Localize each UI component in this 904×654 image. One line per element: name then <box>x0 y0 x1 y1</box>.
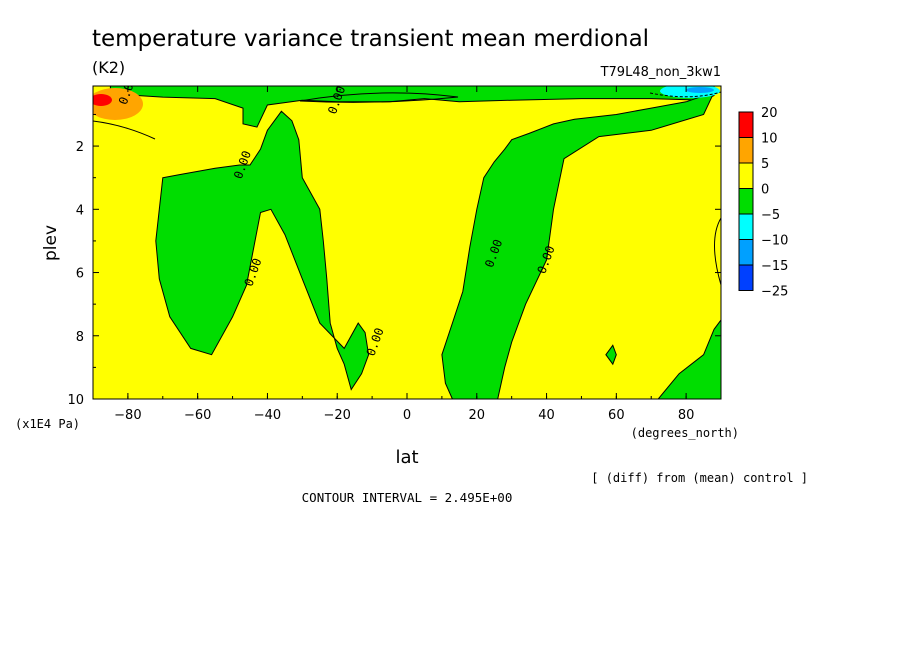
left-contour-lines <box>93 120 156 140</box>
upper-band-oval <box>299 92 459 103</box>
right-edge-contour <box>714 217 721 286</box>
units-label: (K2) <box>92 58 125 77</box>
x-tick-label: −40 <box>254 408 281 423</box>
region-neg-right-lower <box>657 319 721 399</box>
plot-area: 0.00 0.000.000.000.000.00 0.00 <box>93 86 721 399</box>
x-tick-label: 20 <box>469 408 486 423</box>
y-axis-label: plev <box>41 225 61 261</box>
colorbar-label: −10 <box>761 234 788 249</box>
colorbar-swatch <box>738 162 754 189</box>
colorbar-swatch <box>738 111 754 138</box>
colorbar-label: −25 <box>761 285 788 300</box>
colorbar-label: 20 <box>761 106 778 121</box>
x-tick-label: −60 <box>184 408 211 423</box>
y-tick-label: 10 <box>67 393 84 408</box>
y-tick-label: 2 <box>76 140 84 155</box>
y-tick-label: 8 <box>76 330 84 345</box>
x-tick-label: 0 <box>403 408 411 423</box>
region-neg-small-blob <box>605 344 617 366</box>
footnote: [ (diff) from (mean) control ] <box>591 471 808 485</box>
x-tick-label: −80 <box>114 408 141 423</box>
region-neg-left-column <box>155 110 370 391</box>
experiment-label: T79L48_non_3kw1 <box>600 65 721 80</box>
x-tick-label: 60 <box>608 408 625 423</box>
colorbar-label: −15 <box>761 259 788 274</box>
colorbar-label: 0 <box>761 183 769 198</box>
colorbar-label: 10 <box>761 132 778 147</box>
x-units-label: (degrees_north) <box>631 426 739 440</box>
cold-spot <box>649 86 721 98</box>
x-tick-label: −20 <box>324 408 351 423</box>
contour-interval: CONTOUR INTERVAL = 2.495E+00 <box>302 490 513 505</box>
y-tick-label: 4 <box>76 203 84 218</box>
x-tick-label: 40 <box>538 408 555 423</box>
chart-title: temperature variance transient mean merd… <box>92 26 649 52</box>
y-units-label: (x1E4 Pa) <box>15 417 80 431</box>
x-tick-label: 80 <box>678 408 695 423</box>
colorbar-swatch <box>738 137 754 164</box>
colorbar-swatch <box>738 213 754 240</box>
x-axis-label: lat <box>395 447 418 468</box>
colorbar-label: −5 <box>761 208 780 223</box>
warm-spot <box>93 88 143 120</box>
y-tick-label: 6 <box>76 267 84 282</box>
colorbar-swatch <box>738 188 754 215</box>
colorbar-swatch <box>738 239 754 266</box>
colorbar-label: 5 <box>761 157 769 172</box>
colorbar-swatch <box>738 264 754 291</box>
region-neg-right-upper <box>441 91 715 399</box>
